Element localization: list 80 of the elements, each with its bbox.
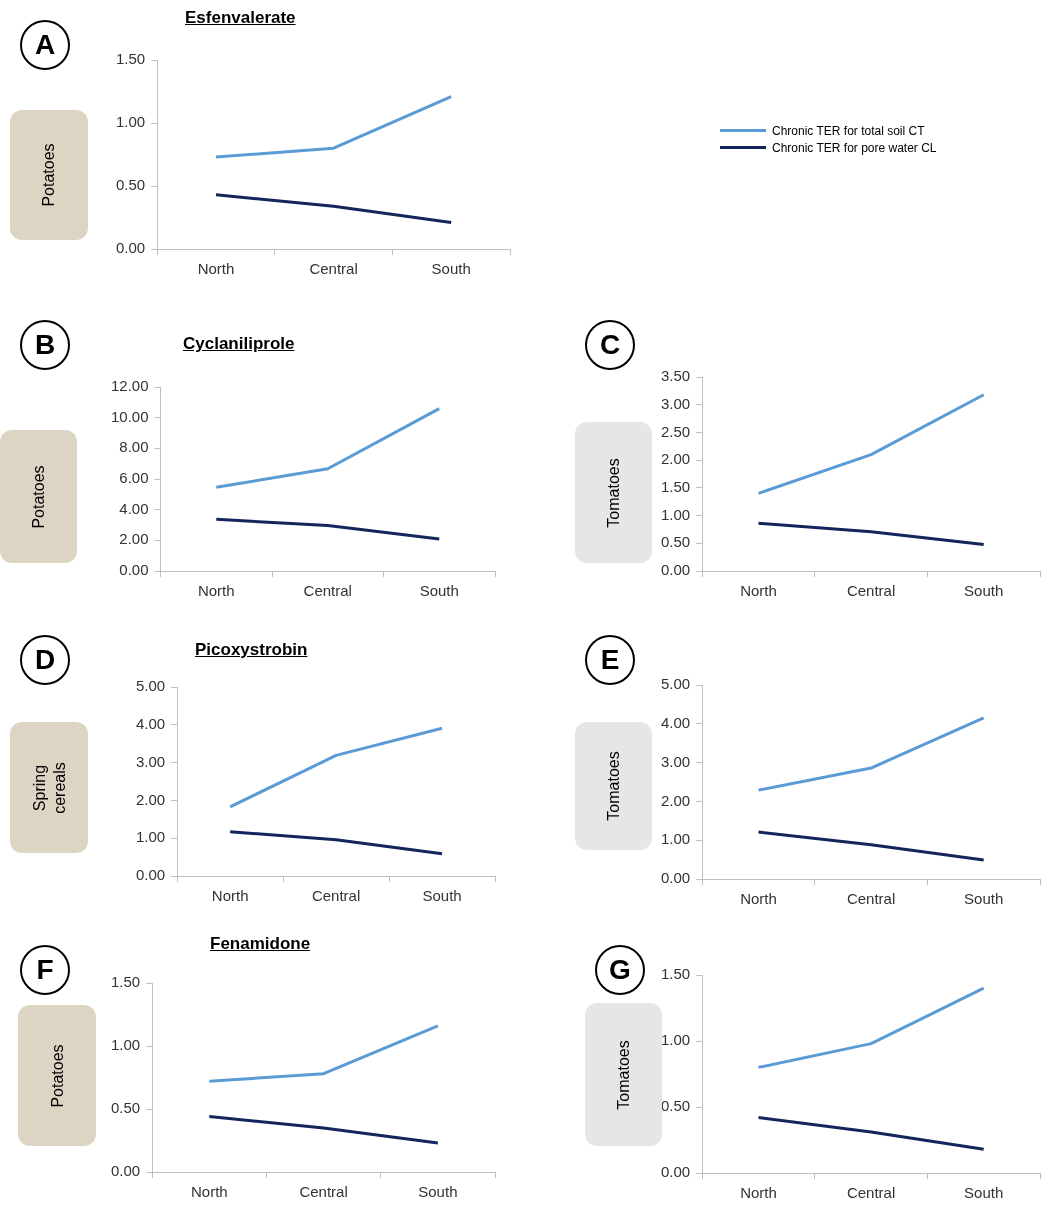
x-tick-label: North (190, 1183, 228, 1201)
chart-title: Cyclaniliprole (183, 334, 295, 354)
x-tick-label: North (740, 890, 777, 908)
y-tick-label: 2.50 (660, 422, 691, 440)
y-tick-label: 1.00 (660, 505, 691, 523)
y-axis-title: Potatoes (39, 143, 58, 207)
x-tick-label: South (964, 582, 1004, 600)
text: G (595, 945, 645, 995)
chart-title: Fenamidone (210, 934, 311, 954)
x-tick-label: South (422, 887, 462, 905)
y-tick-label: 2.00 (119, 530, 149, 548)
y-axis-title: Tomatoes (603, 457, 623, 528)
y-tick-label: 1.50 (110, 973, 141, 991)
y-tick-label: 0.00 (119, 561, 149, 579)
x-tick-label: North (211, 887, 249, 905)
y-tick-label: 0.00 (660, 561, 691, 579)
y-tick-label: 1.50 (660, 478, 691, 495)
x-tick-label: South (419, 582, 459, 600)
y-tick-label: 1.00 (660, 830, 691, 848)
y-tick-label: 0.00 (135, 866, 166, 884)
y-tick-label: 3.00 (660, 394, 691, 412)
y-tick-label: 0.50 (115, 176, 146, 194)
y-tick-label: 8.00 (119, 438, 149, 456)
x-tick-label: Central (846, 890, 896, 908)
y-tick-label: 2.00 (135, 790, 166, 808)
y-tick-label: 1.50 (660, 965, 691, 983)
x-tick-label: North (197, 582, 235, 600)
x-tick-label: South (964, 1184, 1004, 1202)
x-tick-label: South (964, 890, 1004, 908)
y-axis-title: Potatoes (28, 464, 48, 529)
y-tick-label: 4.00 (119, 499, 149, 517)
legend-label: Chronic TER for total soil CT (772, 123, 925, 138)
y-tick-label: 0.50 (660, 533, 691, 551)
y-tick-label: 1.50 (115, 50, 146, 68)
y-tick-label: 5.00 (135, 677, 166, 695)
chart-title: Esfenvalerate (185, 8, 296, 28)
text: B (20, 320, 70, 370)
text: E (585, 635, 635, 685)
y-tick-label: 5.00 (660, 675, 691, 693)
y-tick-label: 0.00 (660, 869, 691, 887)
chart-title: Picoxystrobin (195, 640, 308, 660)
x-tick-label: Central (299, 1183, 348, 1201)
x-tick-label: Central (846, 1184, 896, 1202)
y-axis-title: Tomatoes (603, 751, 623, 821)
y-tick-label: 2.00 (660, 450, 691, 468)
y-axis-title: Spring cereals (29, 760, 68, 816)
x-tick-label: Central (846, 582, 896, 600)
x-tick-label: North (740, 1184, 777, 1202)
y-axis-title: Tomatoes (613, 1039, 633, 1110)
y-tick-label: 3.00 (660, 752, 691, 770)
y-tick-label: 3.00 (135, 752, 166, 770)
x-tick-label: Central (303, 582, 352, 600)
y-tick-label: 0.00 (660, 1163, 691, 1181)
text: A (20, 20, 70, 70)
y-tick-label: 0.50 (110, 1099, 141, 1117)
y-tick-label: 3.50 (660, 367, 691, 385)
y-tick-label: 1.00 (660, 1031, 691, 1049)
y-tick-label: 0.50 (660, 1097, 691, 1115)
y-tick-label: 0.00 (110, 1162, 141, 1180)
text: C (585, 320, 635, 370)
y-tick-label: 6.00 (119, 469, 149, 487)
x-tick-label: South (431, 260, 471, 278)
y-tick-label: 12.00 (110, 377, 149, 395)
y-tick-label: 4.00 (135, 714, 166, 732)
x-tick-label: Central (311, 887, 361, 905)
y-tick-label: 2.00 (660, 791, 691, 809)
x-tick-label: South (418, 1183, 458, 1201)
legend-label: Chronic TER for pore water CL (772, 140, 937, 155)
x-tick-label: North (740, 582, 777, 600)
x-tick-label: North (197, 260, 235, 278)
y-tick-label: 0.00 (115, 239, 146, 257)
y-tick-label: 1.00 (135, 828, 166, 846)
y-tick-label: 4.00 (660, 713, 691, 731)
text: F (20, 945, 70, 995)
y-tick-label: 1.00 (115, 113, 146, 131)
y-axis-title: Potatoes (47, 1043, 66, 1108)
text: D (20, 635, 70, 685)
x-tick-label: Central (309, 260, 358, 278)
y-tick-label: 1.00 (110, 1036, 141, 1054)
y-tick-label: 10.00 (110, 407, 149, 425)
